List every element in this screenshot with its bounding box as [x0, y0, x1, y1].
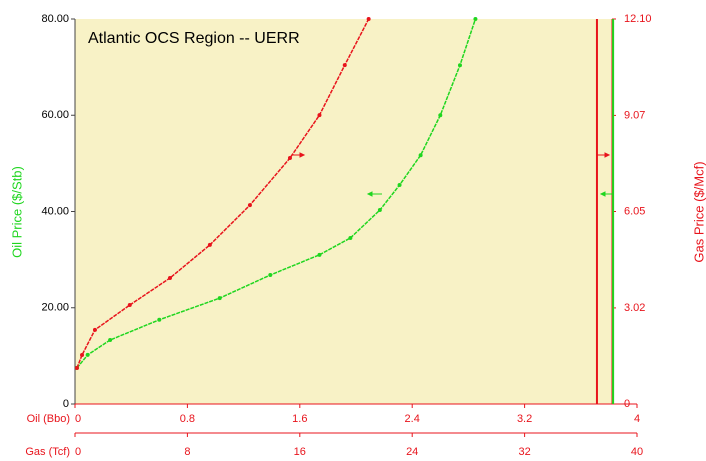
- point: [457, 63, 462, 68]
- point: [317, 252, 322, 257]
- y-tick-label: 20.00: [41, 302, 69, 314]
- point: [473, 17, 478, 21]
- y-axis-label: Oil Price ($/Stb): [9, 166, 24, 258]
- x2-tick-label: 24: [406, 446, 418, 458]
- point: [127, 303, 132, 308]
- y2-tick-label: 0: [624, 398, 630, 410]
- x2-tick-label: 16: [294, 446, 306, 458]
- x-tick-label: 0.8: [180, 413, 195, 425]
- point: [287, 156, 292, 161]
- y2-tick-label: 3.02: [624, 302, 645, 314]
- x2-tick-label: 32: [518, 446, 530, 458]
- y-tick-label: 40.00: [41, 205, 69, 217]
- point: [438, 113, 443, 118]
- x2-tick-label: 0: [75, 446, 81, 458]
- point: [268, 273, 273, 278]
- y-tick-label: 80.00: [41, 13, 69, 25]
- y2-tick-label: 12.10: [624, 13, 652, 25]
- x-tick-label: 2.4: [405, 413, 420, 425]
- point: [317, 113, 322, 118]
- x-axis-label: Oil (Bbo): [27, 413, 70, 425]
- y2-tick-label: 6.05: [624, 205, 645, 217]
- point: [108, 337, 113, 342]
- point: [74, 366, 79, 371]
- point: [366, 17, 371, 21]
- point: [418, 153, 423, 158]
- x-tick-label: 3.2: [517, 413, 532, 425]
- point: [80, 353, 85, 357]
- point: [85, 352, 90, 357]
- point: [92, 327, 97, 332]
- x2-tick-label: 8: [184, 446, 190, 458]
- x2-axis-label: Gas (Tcf): [25, 446, 70, 458]
- y2-tick-label: 9.07: [624, 109, 645, 121]
- x2-tick-label: 40: [631, 446, 643, 458]
- y2-axis-label: Gas Price ($/Mcf): [691, 161, 706, 262]
- point: [397, 183, 402, 188]
- point: [247, 203, 252, 208]
- x-tick-label: 1.6: [292, 413, 307, 425]
- point: [207, 242, 212, 247]
- plot-area: [75, 19, 612, 404]
- point: [348, 235, 353, 240]
- y-tick-label: 0: [63, 398, 69, 410]
- point: [167, 276, 172, 280]
- y-tick-label: 60.00: [41, 109, 69, 121]
- chart-title: Atlantic OCS Region -- UERR: [88, 30, 300, 47]
- point: [342, 63, 347, 68]
- red-arrow: [292, 152, 611, 158]
- point: [377, 208, 382, 213]
- green-arrow: [366, 191, 613, 197]
- point: [217, 296, 222, 301]
- x-tick-label: 4: [634, 413, 640, 425]
- x-tick-label: 0: [75, 413, 81, 425]
- series-line: [76, 18, 477, 369]
- point: [157, 317, 162, 322]
